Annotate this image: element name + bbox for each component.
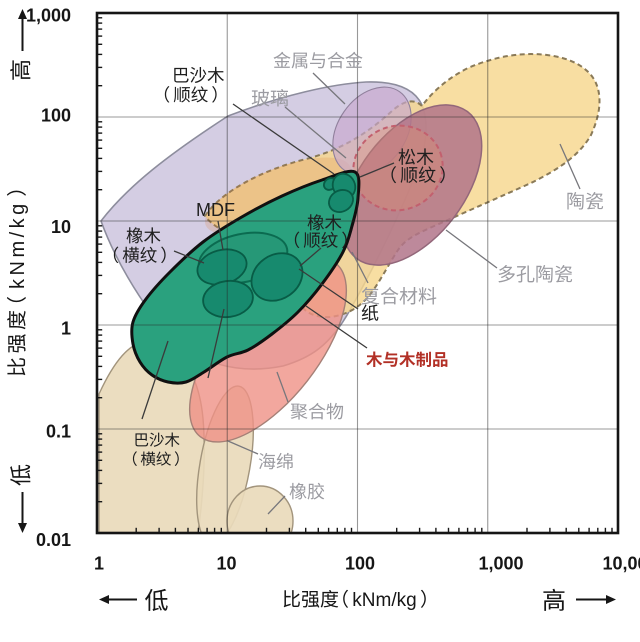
svg-text:1,000: 1,000: [26, 6, 71, 26]
svg-text:100: 100: [345, 554, 375, 574]
svg-text:1,000: 1,000: [478, 554, 523, 574]
svg-text:kNm/kg: kNm/kg: [7, 200, 29, 289]
svg-text:0.1: 0.1: [46, 422, 71, 442]
svg-text:MDF: MDF: [196, 200, 235, 220]
svg-text:1: 1: [94, 554, 104, 574]
svg-text:1: 1: [61, 319, 71, 339]
svg-text:10,000: 10,000: [602, 554, 640, 574]
svg-text:0.01: 0.01: [36, 530, 71, 550]
svg-text:100: 100: [41, 106, 71, 126]
svg-text:kNm/kg: kNm/kg: [352, 590, 416, 611]
svg-text:10: 10: [216, 554, 236, 574]
svg-text:10: 10: [51, 217, 71, 237]
